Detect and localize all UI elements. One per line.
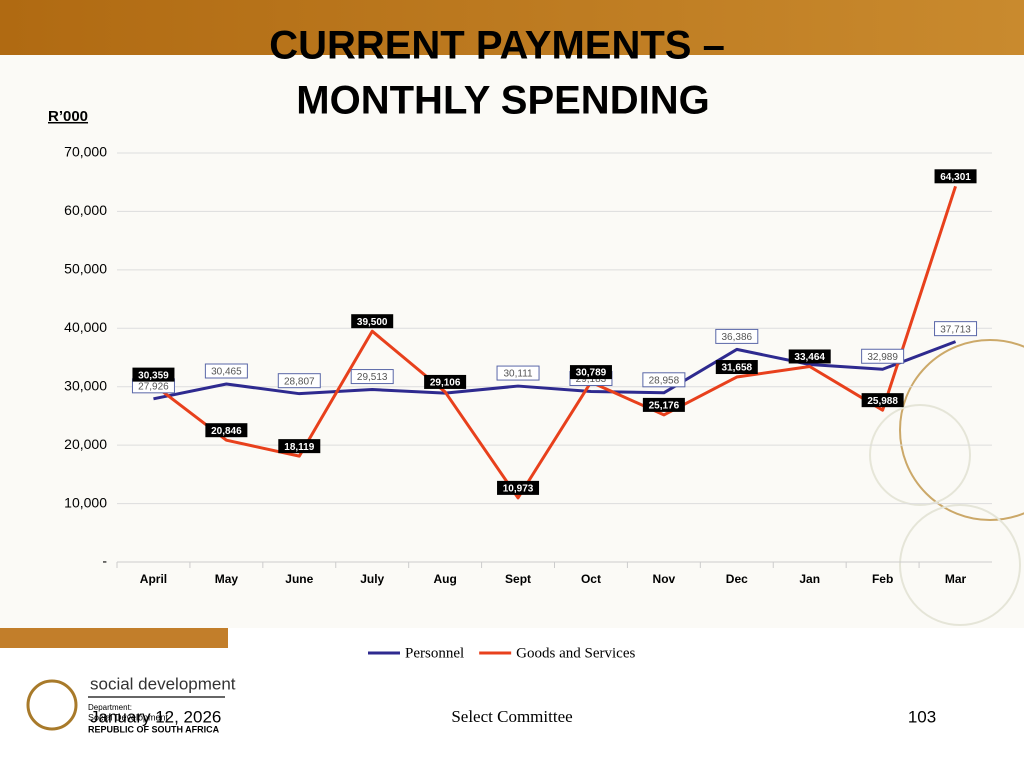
data-label: 29,183	[576, 374, 607, 385]
data-label: 32,989	[867, 352, 898, 363]
data-label-box	[715, 328, 759, 344]
y-tick-label: 30,000	[64, 377, 107, 393]
data-label-box	[204, 363, 248, 379]
y-tick-label: 60,000	[64, 202, 107, 218]
data-label: 30,465	[211, 367, 242, 378]
data-label: 28,958	[649, 375, 680, 386]
data-label-box	[496, 365, 540, 381]
data-label-box	[277, 373, 321, 389]
y-tick-label: 70,000	[64, 144, 107, 160]
x-tick-label: April	[140, 572, 167, 586]
x-tick-label: Jan	[799, 572, 820, 586]
data-label-box	[934, 169, 977, 184]
bottom-band	[0, 628, 228, 648]
data-label: 28,807	[284, 376, 315, 387]
logo-name: social development	[90, 674, 236, 693]
data-label-box	[424, 374, 467, 389]
data-label-box	[497, 480, 540, 495]
data-label-box	[569, 365, 612, 380]
data-label: 33,464	[794, 352, 825, 363]
title: CURRENT PAYMENTS –	[269, 24, 725, 68]
data-label-box	[715, 360, 758, 375]
legend-label: Personnel	[405, 645, 464, 661]
data-label: 36,386	[721, 332, 752, 343]
data-label-box	[642, 397, 685, 412]
data-label-box	[351, 314, 394, 329]
x-tick-label: June	[285, 572, 313, 586]
decoration	[869, 339, 1024, 626]
data-label: 30,789	[576, 368, 607, 379]
title: MONTHLY SPENDING	[296, 79, 709, 123]
y-tick-label: -	[102, 553, 107, 569]
data-label: 29,106	[430, 378, 461, 389]
crest	[26, 679, 78, 731]
data-label: 64,301	[940, 172, 971, 183]
logo-dept-name: Social Development	[88, 712, 169, 722]
y-tick-label: 20,000	[64, 436, 107, 452]
data-label-box	[861, 348, 905, 364]
data-label-box	[788, 349, 831, 364]
data-label-box	[350, 369, 394, 385]
data-label: 31,658	[721, 363, 752, 374]
data-label: 20,846	[211, 426, 242, 437]
x-tick-label: Feb	[872, 572, 893, 586]
data-label-box	[861, 393, 904, 408]
data-label: 29,513	[357, 372, 388, 383]
data-label: 25,988	[867, 396, 898, 407]
x-tick-label: Oct	[581, 572, 601, 586]
data-label-box	[132, 367, 175, 382]
x-tick-label: Aug	[433, 572, 456, 586]
data-label: 25,176	[649, 401, 680, 412]
data-label: 18,119	[284, 442, 314, 453]
y-tick-label: 10,000	[64, 494, 107, 510]
legend-label: Goods and Services	[516, 645, 635, 661]
x-tick-label: Sept	[505, 572, 531, 586]
x-tick-label: Mar	[945, 572, 967, 586]
y-tick-label: 40,000	[64, 319, 107, 335]
data-label-box	[642, 372, 686, 388]
data-label: 30,111	[503, 369, 533, 380]
x-tick-label: Nov	[653, 572, 676, 586]
data-label: 27,926	[138, 381, 169, 392]
logo-country: REPUBLIC OF SOUTH AFRICA	[88, 724, 220, 734]
series-line	[153, 340, 957, 401]
x-tick-label: Dec	[726, 572, 748, 586]
y-tick-label: 50,000	[64, 261, 107, 277]
x-tick-label: May	[215, 572, 239, 586]
logo-dept: Department:	[88, 703, 132, 712]
footer-center: Select Committee	[451, 707, 572, 726]
data-label-box	[205, 423, 248, 438]
data-label-box	[278, 439, 321, 454]
data-label: 39,500	[357, 317, 388, 328]
data-label: 30,359	[138, 370, 169, 381]
data-label-box	[934, 321, 978, 337]
data-label: 37,713	[940, 324, 971, 335]
unit-label: R’000	[48, 108, 88, 125]
data-label: 10,973	[503, 484, 534, 495]
series-line	[152, 185, 957, 500]
top-band	[0, 0, 1024, 55]
x-tick-label: July	[360, 572, 384, 586]
footer-date: January 12, 2026	[90, 707, 221, 726]
background	[0, 55, 1024, 628]
page-number: 103	[908, 707, 936, 726]
